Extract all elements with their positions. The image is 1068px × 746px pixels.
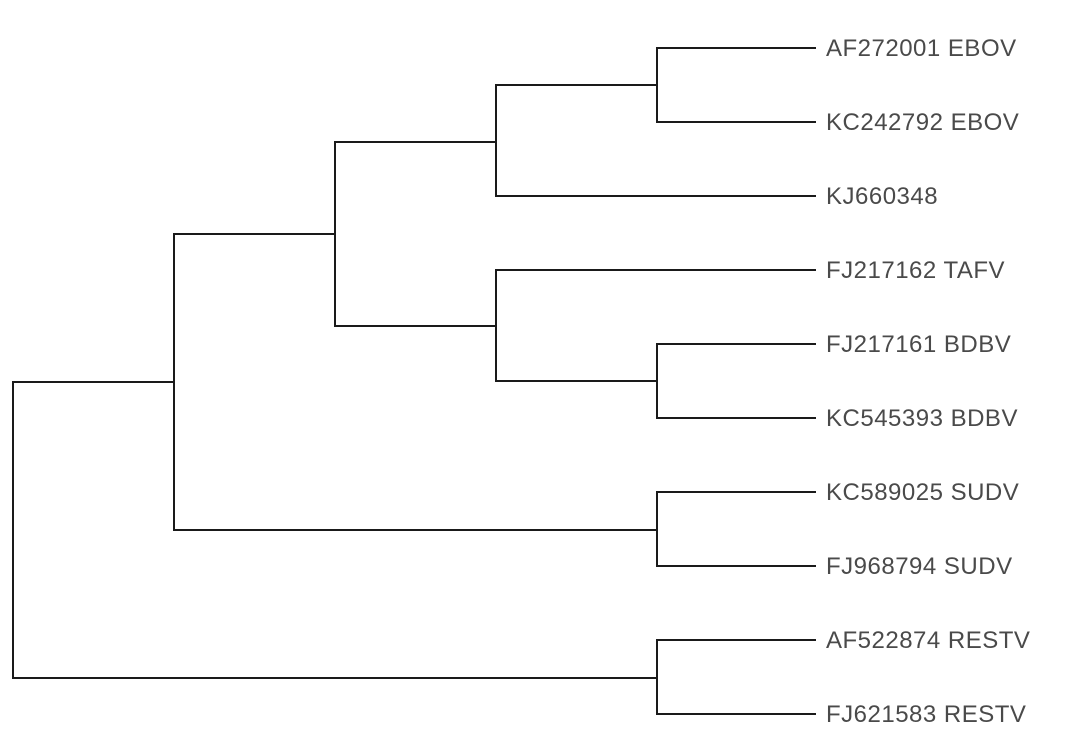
leaf-label-af522874: AF522874 RESTV [826, 627, 1030, 654]
leaf-label-kc545393: KC545393 BDBV [826, 405, 1018, 432]
branch-clade-ebov-kj [334, 84, 816, 197]
branch-clade-restv-pair [12, 639, 816, 715]
branch-clade-sudv-pair [173, 491, 816, 567]
leaf-label-fj217162: FJ217162 TAFV [826, 257, 1005, 284]
leaf-label-kj660348: KJ660348 [826, 183, 938, 210]
branch-clade-bdbv-pair [495, 343, 816, 419]
leaf-label-fj968794: FJ968794 SUDV [826, 553, 1013, 580]
leaf-label-fj217161: FJ217161 BDBV [826, 331, 1011, 358]
leaf-label-kc242792: KC242792 EBOV [826, 109, 1019, 136]
branch-clade-tafv-bdbv [334, 269, 816, 382]
leaf-label-kc589025: KC589025 SUDV [826, 479, 1019, 506]
branch-clade-non-restv [12, 233, 175, 531]
leaf-label-af272001: AF272001 EBOV [826, 35, 1017, 62]
leaf-labels: AF272001 EBOV KC242792 EBOV KJ660348 FJ2… [826, 35, 1030, 728]
leaf-label-fj621583: FJ621583 RESTV [826, 701, 1026, 728]
tree-branches [12, 47, 816, 715]
branch-clade-ebov-tafv-bdbv [173, 141, 336, 327]
branch-clade-ebov-pair [495, 47, 816, 123]
